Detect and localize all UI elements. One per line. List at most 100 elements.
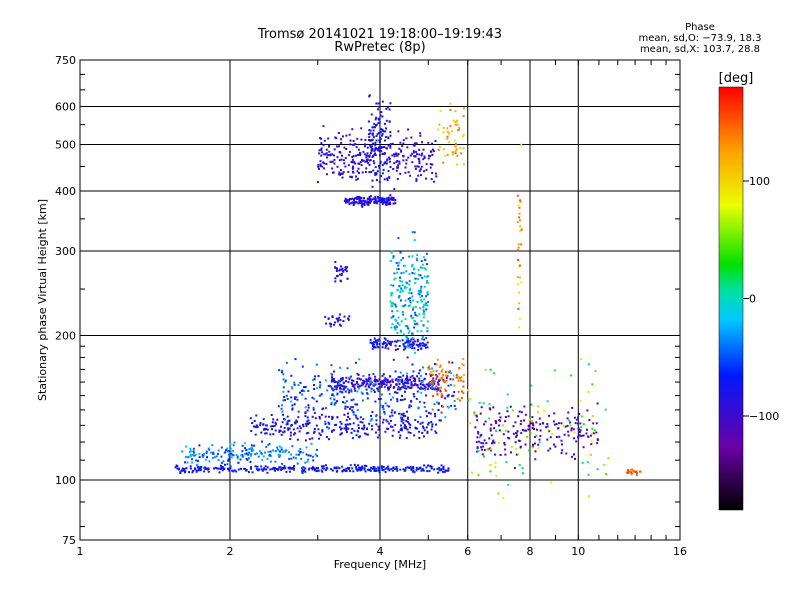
echo-point bbox=[369, 195, 372, 198]
echo-point bbox=[192, 447, 195, 450]
echo-point bbox=[427, 157, 430, 160]
echo-point bbox=[319, 165, 322, 167]
echo-point bbox=[323, 467, 325, 470]
echo-point bbox=[416, 323, 419, 326]
echo-point bbox=[376, 342, 379, 345]
echo-point bbox=[407, 305, 410, 307]
echo-point bbox=[422, 263, 425, 266]
echo-point bbox=[534, 450, 537, 453]
echo-point bbox=[222, 460, 225, 463]
echo-point bbox=[373, 162, 376, 165]
echo-point bbox=[385, 203, 388, 206]
echo-point bbox=[409, 154, 412, 157]
echo-point bbox=[313, 467, 316, 470]
echo-point bbox=[368, 163, 371, 166]
echo-point bbox=[334, 261, 337, 263]
echo-point bbox=[416, 330, 419, 333]
echo-point bbox=[389, 102, 392, 105]
echo-point bbox=[398, 412, 401, 415]
echo-point bbox=[488, 407, 491, 410]
cluster-sporadic-3-3mhz bbox=[334, 261, 349, 283]
echo-point bbox=[391, 434, 394, 437]
echo-point bbox=[376, 147, 378, 150]
echo-point bbox=[273, 425, 276, 427]
echo-point bbox=[422, 366, 425, 369]
echo-point bbox=[401, 280, 404, 283]
echo-point bbox=[315, 363, 318, 366]
echo-point bbox=[338, 145, 340, 148]
echo-point bbox=[279, 450, 282, 453]
echo-point bbox=[283, 430, 286, 433]
echo-point bbox=[355, 201, 358, 204]
echo-point bbox=[375, 431, 377, 434]
echo-point bbox=[306, 422, 309, 425]
echo-point bbox=[288, 458, 291, 460]
echo-point bbox=[419, 382, 422, 385]
echo-point bbox=[347, 381, 350, 384]
echo-point bbox=[388, 405, 391, 408]
echo-point bbox=[408, 346, 411, 349]
echo-point bbox=[271, 467, 274, 470]
echo-point bbox=[249, 461, 252, 463]
echo-point bbox=[373, 337, 376, 340]
echo-point bbox=[386, 158, 389, 161]
echo-point bbox=[419, 266, 422, 269]
echo-point bbox=[411, 263, 414, 266]
echo-point bbox=[413, 144, 416, 147]
echo-point bbox=[413, 384, 415, 387]
echo-point bbox=[414, 142, 417, 145]
echo-point bbox=[363, 380, 366, 383]
echo-point bbox=[441, 470, 444, 473]
echo-point bbox=[217, 449, 220, 452]
echo-point bbox=[448, 132, 451, 135]
echo-point bbox=[368, 376, 371, 379]
echo-point bbox=[428, 365, 431, 368]
echo-point bbox=[426, 304, 429, 307]
y-tick-label: 75 bbox=[62, 534, 76, 547]
echo-point bbox=[423, 406, 426, 408]
echo-point bbox=[352, 199, 355, 201]
echo-point bbox=[376, 339, 379, 342]
echo-point bbox=[289, 438, 292, 440]
echo-point bbox=[567, 430, 570, 433]
echo-point bbox=[368, 373, 371, 376]
echo-point bbox=[345, 134, 348, 137]
echo-point bbox=[573, 431, 576, 434]
echo-point bbox=[358, 427, 360, 429]
echo-point bbox=[371, 132, 374, 135]
echo-point bbox=[388, 176, 391, 179]
echo-point bbox=[417, 406, 420, 409]
echo-point bbox=[412, 377, 415, 380]
echo-point bbox=[373, 346, 375, 348]
echo-point bbox=[422, 158, 425, 161]
echo-point bbox=[289, 453, 292, 456]
echo-point bbox=[420, 174, 422, 177]
echo-point bbox=[358, 199, 361, 202]
echo-point bbox=[360, 138, 363, 141]
echo-point bbox=[573, 453, 575, 456]
echo-point bbox=[188, 471, 190, 474]
echo-point bbox=[351, 128, 354, 131]
echo-point bbox=[418, 169, 421, 172]
echo-point bbox=[402, 271, 405, 274]
echo-point bbox=[396, 332, 399, 334]
echo-point bbox=[570, 427, 573, 430]
echo-point bbox=[448, 360, 451, 363]
echo-point bbox=[395, 268, 398, 271]
echo-point bbox=[452, 119, 455, 122]
echo-point bbox=[272, 418, 275, 421]
echo-point bbox=[344, 469, 347, 472]
echo-point bbox=[516, 221, 519, 224]
echo-point bbox=[340, 158, 343, 161]
y-tick-label: 100 bbox=[55, 474, 76, 487]
echo-point bbox=[430, 370, 433, 373]
echo-point bbox=[454, 152, 457, 155]
echo-point bbox=[401, 339, 404, 342]
echo-point bbox=[566, 417, 569, 420]
echo-point bbox=[429, 465, 432, 468]
echo-point bbox=[335, 137, 338, 140]
echo-point bbox=[389, 131, 392, 134]
echo-point bbox=[336, 320, 339, 323]
echo-point bbox=[389, 415, 392, 418]
echo-point bbox=[336, 384, 339, 387]
